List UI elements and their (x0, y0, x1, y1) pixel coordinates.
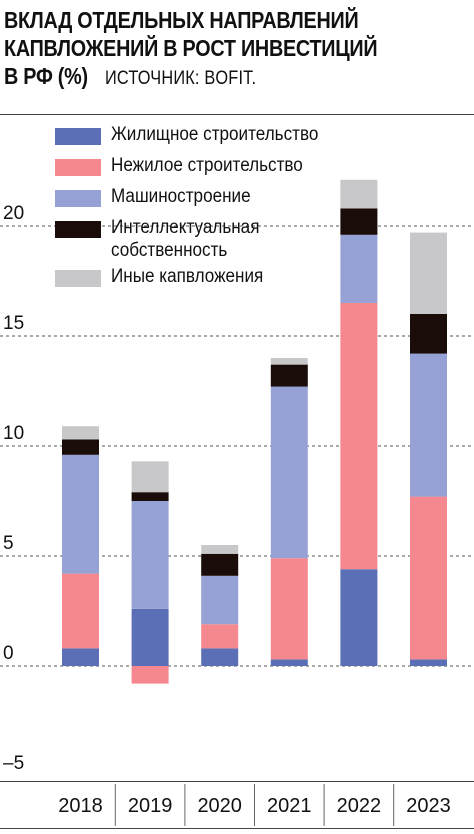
bar-segment-2020-2 (201, 575, 239, 625)
bar-segment-2022-4 (340, 179, 378, 209)
legend-label: Интеллектуальная собственность (111, 217, 260, 261)
bar-segment-2018-2 (62, 454, 99, 574)
bar-segment-2020-3 (201, 553, 239, 576)
bar-segment-2018-4 (62, 426, 99, 440)
title-line-2: КАПВЛОЖЕНИЙ В РОСТ ИНВЕСТИЦИЙ (4, 35, 378, 61)
legend-swatch (55, 270, 101, 287)
bar-segment-2020-1 (201, 624, 239, 649)
bar-segment-2021-0 (270, 659, 308, 666)
y-tick-label: 0 (3, 643, 14, 664)
bar-segment-2023-1 (410, 496, 447, 660)
chart-title: ВКЛАД ОТДЕЛЬНЫХ НАПРАВЛЕНИЙ КАПВЛОЖЕНИЙ … (4, 6, 470, 93)
bar-segment-2023-3 (410, 314, 447, 354)
x-tick-label: 2021 (267, 795, 312, 817)
bar-segment-2020-0 (201, 648, 239, 666)
legend-swatch (55, 159, 101, 176)
bar-segment-2018-1 (62, 573, 99, 649)
y-tick-label: 10 (3, 423, 24, 444)
legend-label: Машиностроение (111, 186, 251, 207)
bottom-rule (0, 828, 474, 829)
axis-top-rule (0, 781, 474, 782)
bar-segment-2020-4 (201, 545, 239, 554)
x-tick-label: 2023 (406, 795, 451, 817)
x-tick-label: 2020 (197, 795, 242, 817)
bar-segment-2021-3 (270, 364, 308, 387)
y-tick-label: –5 (3, 753, 24, 774)
legend-label: Иные капвложения (111, 266, 264, 287)
x-tick-label: 2018 (58, 795, 103, 817)
legend-label: Жилищное строительство (111, 124, 319, 145)
title-line-3-text: В РФ (%) (4, 63, 88, 89)
bar-segment-2022-0 (340, 569, 378, 666)
bar-segment-2022-3 (340, 208, 378, 235)
bar-segment-2022-1 (340, 303, 378, 570)
bar-segment-2023-4 (410, 232, 447, 314)
bar-segment-2023-2 (410, 353, 447, 497)
bar-segment-2021-1 (270, 558, 308, 660)
bar-segment-2019-4 (131, 461, 169, 493)
bar-segment-2019-2 (131, 501, 169, 609)
bar-segment-2022-2 (340, 234, 378, 303)
title-line-3: В РФ (%) ИСТОЧНИК: BOFIT. (4, 62, 405, 93)
bar-segment-2021-4 (270, 358, 308, 365)
x-tick-label: 2019 (128, 795, 173, 817)
bar-segment-2023-0 (410, 659, 447, 666)
legend-swatch (55, 128, 101, 145)
title-line-1: ВКЛАД ОТДЕЛЬНЫХ НАПРАВЛЕНИЙ (4, 7, 359, 33)
y-tick-label: 15 (3, 313, 24, 334)
legend-swatch (55, 190, 101, 207)
legend-label: Нежилое строительство (111, 155, 303, 176)
source-label: ИСТОЧНИК: BOFIT. (104, 68, 257, 89)
y-tick-label: 5 (3, 533, 14, 554)
top-rule (0, 114, 474, 115)
bar-segment-2019-3 (131, 492, 169, 501)
bar-segment-2019-0 (131, 608, 169, 666)
bar-segment-2018-0 (62, 648, 99, 666)
x-tick-label: 2022 (337, 795, 382, 817)
legend-swatch (55, 221, 101, 238)
bar-segment-2019-1 (131, 666, 169, 684)
bar-segment-2021-2 (270, 386, 308, 559)
y-tick-label: 20 (3, 203, 24, 224)
bar-segment-2018-3 (62, 439, 99, 455)
